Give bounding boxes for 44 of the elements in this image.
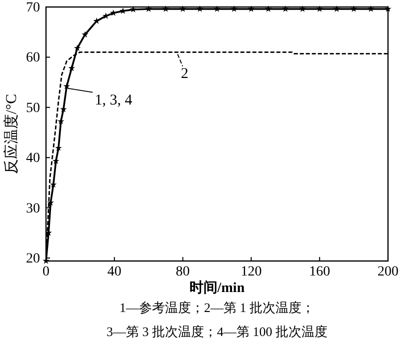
point xyxy=(333,5,340,12)
point xyxy=(58,118,64,124)
x-tick-label: 40 xyxy=(107,264,122,280)
point xyxy=(282,5,289,12)
point xyxy=(248,5,255,12)
y-tick-label: 40 xyxy=(26,151,40,166)
legend-label: 1, 3, 4 xyxy=(94,92,133,108)
point xyxy=(74,44,81,52)
y-tick-label: 30 xyxy=(26,201,40,216)
point xyxy=(47,199,54,206)
x-tick-label: 80 xyxy=(176,264,190,280)
point xyxy=(68,64,76,72)
point xyxy=(52,158,60,164)
x-tick-label: 0 xyxy=(42,264,50,280)
point xyxy=(230,5,238,12)
x-tick-label: 160 xyxy=(309,264,330,280)
point xyxy=(120,7,126,14)
point xyxy=(350,5,358,12)
y-tick-label: 20 xyxy=(26,251,40,266)
y-tick-label: 50 xyxy=(26,100,40,116)
text: 3—第 3 批次温度；4—第 100 批次温度 xyxy=(106,324,328,339)
point xyxy=(368,5,374,12)
point xyxy=(316,5,323,12)
point xyxy=(130,6,137,12)
point xyxy=(299,5,306,12)
y-axis-title: 反应温度/°C xyxy=(3,94,20,174)
x-tick-label: 120 xyxy=(240,264,262,280)
y-tick-label: 60 xyxy=(26,50,40,66)
point xyxy=(110,9,117,16)
point xyxy=(179,5,186,12)
y-tick-label: 70 xyxy=(26,0,40,16)
point xyxy=(82,31,88,38)
point xyxy=(264,5,272,12)
point xyxy=(93,18,100,24)
x-axis-title: 时间/min xyxy=(189,280,245,296)
legend-label: 2 xyxy=(180,66,188,82)
point xyxy=(145,5,152,12)
point xyxy=(162,5,170,12)
point xyxy=(63,82,70,90)
point xyxy=(214,5,220,12)
x-tick-label: 200 xyxy=(378,264,398,280)
text: 1—参考温度；2—第 1 批次温度； xyxy=(120,300,314,315)
point xyxy=(384,5,392,12)
point xyxy=(196,5,204,12)
